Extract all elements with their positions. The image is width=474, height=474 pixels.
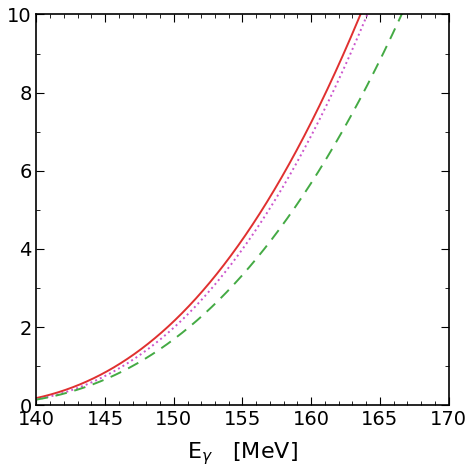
X-axis label: E$_\gamma$   [MeV]: E$_\gamma$ [MeV]: [187, 440, 298, 467]
